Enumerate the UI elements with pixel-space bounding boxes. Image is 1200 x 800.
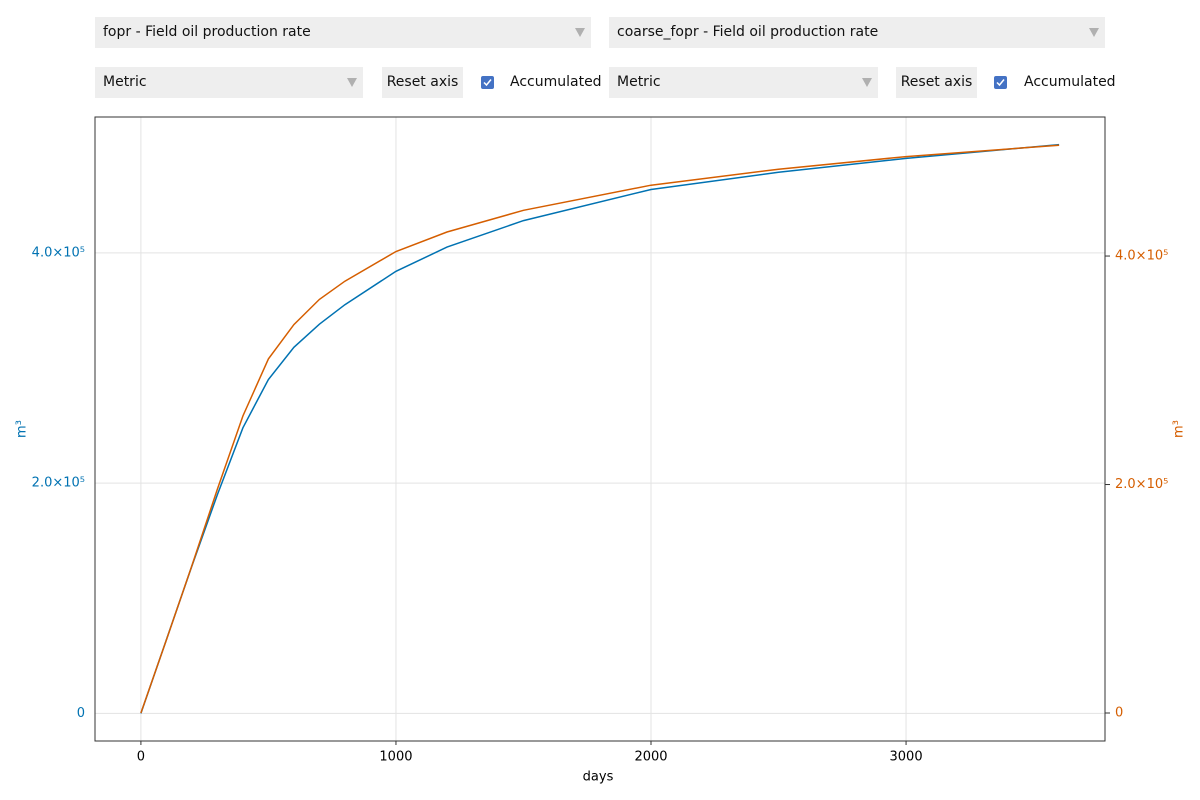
dropdown-text: coarse_fopr - Field oil production rate [617, 24, 879, 40]
variable-dropdown[interactable]: fopr - Field oil production rate [95, 17, 591, 48]
y-axis-label: m³ [15, 420, 30, 438]
y-tick-label: 2.0×10⁵ [32, 476, 85, 491]
x-tick-label: 1000 [379, 750, 412, 765]
y-tick-label: 0 [77, 706, 85, 721]
units-dropdown[interactable]: Metric [95, 67, 363, 98]
data-line [140, 143, 1060, 714]
dropdown-text: fopr - Field oil production rate [103, 24, 311, 40]
dropdown-arrow [347, 78, 357, 87]
y-tick-label: 4.0×10⁵ [32, 245, 85, 260]
accumulated-checkbox[interactable] [994, 76, 1007, 89]
y2-tick-label: 2.0×10⁵ [1115, 477, 1168, 492]
units-dropdown[interactable]: Metric [609, 67, 878, 98]
x-tick-label: 3000 [890, 750, 923, 765]
y2-tick-label: 0 [1115, 706, 1123, 721]
dropdown-arrow [575, 28, 585, 37]
x-axis-label: days [583, 770, 614, 785]
dropdown-text: Metric [103, 74, 147, 90]
y2-axis-label: m³ [1172, 420, 1187, 438]
variable-dropdown[interactable]: coarse_fopr - Field oil production rate [609, 17, 1105, 48]
check-icon [996, 79, 1005, 87]
button-text: Reset axis [900, 74, 973, 90]
data-line [140, 144, 1060, 714]
reset-button[interactable]: Reset axis [896, 67, 977, 98]
check-icon [483, 79, 492, 87]
y2-tick-label: 4.0×10⁵ [1115, 249, 1168, 264]
dropdown-text: Metric [617, 74, 661, 90]
dropdown-arrow [862, 78, 872, 87]
x-tick-label: 2000 [634, 750, 667, 765]
reset-button[interactable]: Reset axis [382, 67, 463, 98]
x-tick-label: 0 [137, 750, 145, 765]
checkbox-label: Accumulated [510, 74, 602, 90]
checkbox-label: Accumulated [1024, 74, 1116, 90]
button-text: Reset axis [386, 74, 459, 90]
dropdown-arrow [1089, 28, 1099, 37]
accumulated-checkbox[interactable] [481, 76, 494, 89]
plot-frame [94, 116, 1106, 742]
